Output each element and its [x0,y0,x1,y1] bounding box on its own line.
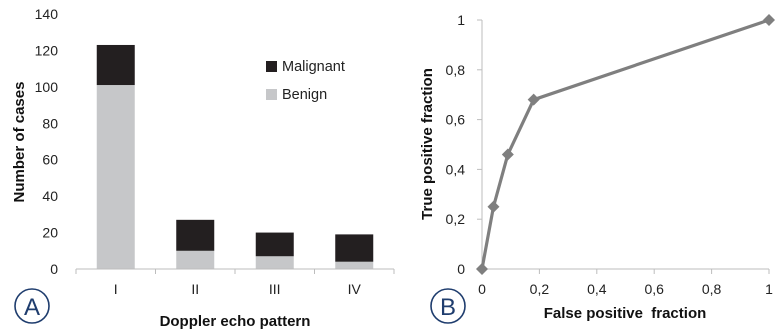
bar-malignant-I [96,44,135,86]
y-tick-label: 140 [35,6,59,22]
bar-malignant-III [255,232,294,257]
x-axis-title: Doppler echo pattern [160,313,311,330]
y-tick-label: 0 [50,261,58,277]
x-tick-label: 1 [765,281,773,297]
tick-marks [477,19,770,274]
bar-malignant-II [176,219,215,251]
bar-benign-I [96,85,135,270]
y-tick-label: 0,6 [446,112,466,128]
x-tick-label: I [114,281,118,297]
roc-point [487,200,500,213]
panel-b: 0 0,2 0,4 0,6 0,8 1 0 0,2 0,4 0,6 0,8 1 False posi… [419,12,775,324]
roc-point [476,263,488,275]
x-tick-marks [75,269,395,274]
y-tick-label: 20 [42,225,58,241]
x-tick-label: 0,2 [530,281,550,297]
legend-swatch-malignant [266,61,277,72]
x-tick-label: 0,4 [587,281,607,297]
y-tick-label: 100 [35,79,59,95]
x-tick-labels: 0 0,2 0,4 0,6 0,8 1 [478,281,773,297]
panel-label-b: B [440,294,456,321]
x-tick-label: 0,6 [644,281,664,297]
bar-benign-II [176,250,215,269]
y-tick-label: 80 [42,115,58,131]
y-tick-label: 0 [457,261,465,277]
bar-benign-III [255,256,294,269]
roc-point [501,148,514,161]
panel-label-a: A [24,294,40,321]
bar-group [96,44,374,270]
x-tick-label: III [269,281,281,297]
y-tick-labels: 0 0,2 0,4 0,6 0,8 1 [446,12,466,277]
x-tick-label: 0 [478,281,486,297]
panel-label-circle-b [430,288,466,324]
y-tick-label: 0,8 [446,62,466,78]
roc-point-markers [476,14,775,275]
y-tick-labels: 0 20 40 60 80 100 120 140 [35,6,59,277]
legend-label-malignant: Malignant [282,59,345,75]
x-tick-labels: I II III IV [114,281,362,297]
y-tick-label: 120 [35,42,59,58]
x-tick-label: II [191,281,199,297]
legend: Malignant Benign [266,59,345,103]
y-axis-title: Number of cases [11,82,28,203]
y-tick-label: 0,2 [446,211,466,227]
roc-point [763,14,775,26]
x-axis-title: False positive fraction [544,305,707,322]
legend-label-benign: Benign [282,87,327,103]
y-tick-label: 60 [42,152,58,168]
y-tick-label: 1 [457,12,465,28]
panel-label-circle-a [14,288,50,324]
roc-curve-line [480,18,770,270]
roc-point [527,93,540,106]
bar-malignant-IV [335,234,374,262]
bar-benign-IV [335,261,374,269]
x-tick-label: IV [348,281,362,297]
y-tick-label: 40 [42,188,58,204]
y-tick-label: 0,4 [446,161,466,177]
y-axis-title: True positive fraction [419,68,436,220]
legend-swatch-benign [266,89,277,100]
x-tick-label: 0,8 [702,281,722,297]
